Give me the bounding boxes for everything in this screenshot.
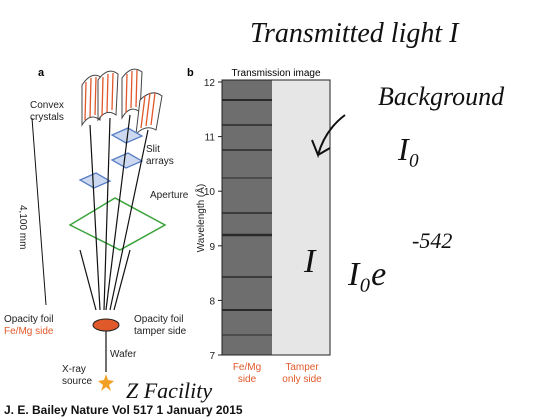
handwriting: I₀e xyxy=(347,256,386,293)
label: tamper side xyxy=(134,326,187,337)
label: Aperture xyxy=(150,190,189,201)
handwriting: I xyxy=(303,243,317,280)
label: 4,100 mm xyxy=(17,205,28,249)
slide: a Convex crystals Slit arrays Aperture 4… xyxy=(0,0,548,420)
y-tick-label: 12 xyxy=(204,78,216,89)
label: Wafer xyxy=(110,349,137,360)
bottom-label: only side xyxy=(282,374,322,385)
opacity-foil xyxy=(93,319,119,331)
y-tick-label: 11 xyxy=(205,133,216,144)
distance-arrow xyxy=(32,118,46,305)
label: Opacity foil xyxy=(134,314,183,325)
handwriting: Z Facility xyxy=(126,378,212,403)
bottom-label: Fe/Mg xyxy=(233,362,261,373)
xray-star xyxy=(98,374,114,391)
crystals xyxy=(82,69,162,134)
handwriting: Transmitted light I xyxy=(250,18,460,49)
label: X-ray xyxy=(62,364,86,375)
image-light xyxy=(272,80,330,355)
image-dark xyxy=(222,80,272,355)
bottom-label: Tamper xyxy=(285,362,319,373)
page: a Convex crystals Slit arrays Aperture 4… xyxy=(0,0,548,420)
bottom-label: side xyxy=(238,374,257,385)
y-tick-label: 9 xyxy=(209,242,215,253)
handwriting: Background xyxy=(378,82,505,111)
aperture-shape xyxy=(70,198,165,250)
panel-label: a xyxy=(38,67,45,79)
label: Fe/Mg side xyxy=(4,326,54,337)
handwriting: -542 xyxy=(412,228,452,253)
y-tick-label: 7 xyxy=(209,351,215,362)
label: arrays xyxy=(146,156,174,167)
slit-arrays xyxy=(80,128,142,188)
label: Slit xyxy=(146,144,160,155)
panel-label: b xyxy=(187,67,194,79)
y-tick-label: 8 xyxy=(209,296,215,307)
label: source xyxy=(62,376,92,387)
caption: J. E. Bailey Nature Vol 517 1 January 20… xyxy=(4,403,243,417)
label: Opacity foil xyxy=(4,314,53,325)
label: Convex xyxy=(30,100,64,111)
label: crystals xyxy=(30,112,64,123)
image-title: Transmission image xyxy=(231,68,321,79)
y-tick-label: 10 xyxy=(204,187,216,198)
handwriting: I₀ xyxy=(397,131,420,167)
